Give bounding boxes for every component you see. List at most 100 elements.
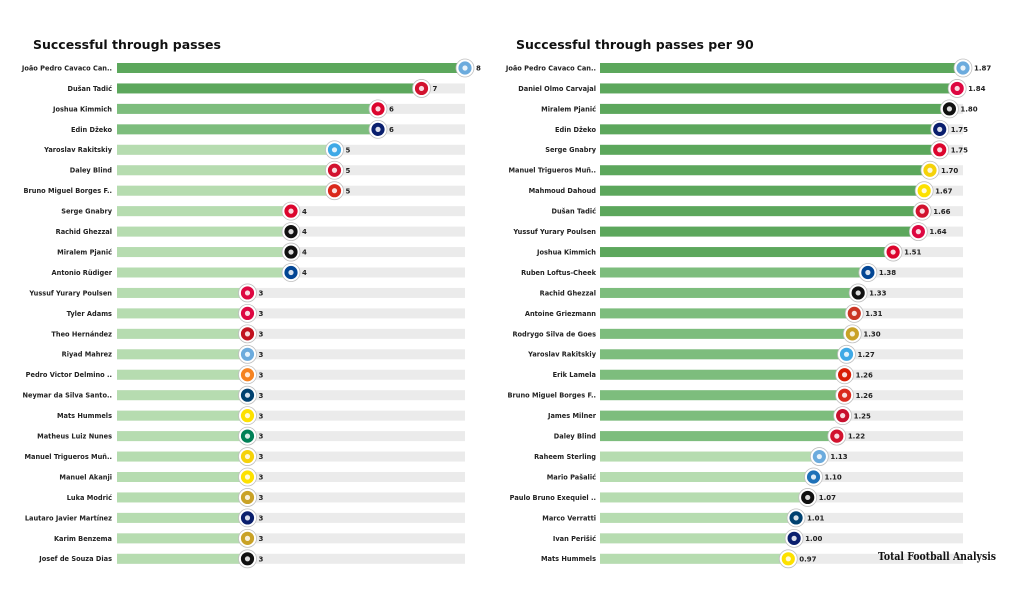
left-bar (117, 287, 248, 298)
brand-watermark: Total Football Analysis (878, 550, 996, 563)
left-bar (117, 63, 465, 73)
right-player-label: Mahmoud Dahoud (529, 187, 597, 195)
left-bar (117, 451, 248, 462)
left-value-label: 3 (259, 433, 264, 441)
right-player-label: James Milner (547, 412, 597, 420)
right-bar (600, 410, 843, 421)
left-bar (117, 512, 248, 523)
left-value-label: 8 (476, 65, 481, 73)
left-value-label: 3 (259, 371, 264, 379)
right-bar (600, 247, 894, 258)
right-value-label: 1.51 (904, 249, 921, 257)
left-value-label: 6 (389, 126, 394, 134)
left-value-label: 3 (259, 515, 264, 523)
left-bar-track (117, 349, 465, 360)
left-value-label: 5 (346, 167, 351, 175)
left-value-label: 3 (259, 392, 264, 400)
right-value-label: 1.25 (854, 412, 871, 420)
left-bar (117, 165, 335, 176)
left-bar (117, 124, 378, 135)
leipzig-badge-icon (947, 79, 967, 98)
right-value-label: 1.84 (968, 85, 985, 93)
right-bar (600, 369, 845, 380)
left-bar (117, 247, 291, 258)
left-player-label: Tyler Adams (67, 310, 112, 318)
right-bar (600, 553, 789, 564)
right-value-label: 1.07 (819, 494, 836, 502)
dortmund-badge-icon (238, 467, 257, 487)
besiktas-badge-icon (281, 242, 301, 262)
right-player-label: João Pedro Cavaco Can.. (505, 64, 596, 72)
man-city-badge-icon (953, 58, 973, 78)
right-player-label: Yaroslav Rakitskiy (527, 351, 597, 359)
right-player-label: Daniel Olmo Carvajal (518, 85, 596, 93)
left-value-label: 3 (259, 555, 264, 563)
right-player-label: Ivan Perišić (553, 535, 596, 543)
left-player-label: Bruno Miguel Borges F.. (23, 187, 112, 195)
sevilla-badge-icon (835, 365, 854, 385)
left-player-label: Matheus Luiz Nunes (37, 433, 112, 441)
right-chart-title: Successful through passes per 90 (516, 37, 754, 52)
left-value-label: 3 (259, 535, 264, 543)
left-player-label: Antonio Rüdiger (52, 269, 113, 277)
bayern-badge-icon (883, 242, 903, 262)
sporting-badge-icon (238, 426, 257, 446)
right-value-label: 1.30 (863, 330, 880, 338)
dortmund-badge-icon (238, 406, 257, 426)
left-player-label: Daley Blind (70, 167, 112, 175)
villarreal-badge-icon (920, 160, 940, 180)
left-player-label: Luka Modrić (67, 494, 112, 502)
right-value-label: 1.80 (960, 106, 977, 114)
left-bar-track (117, 533, 465, 544)
inter-badge-icon (238, 508, 257, 528)
left-player-label: Yaroslav Rakitskiy (43, 146, 113, 154)
dortmund-badge-icon (778, 549, 798, 569)
ajax-badge-icon (827, 426, 847, 446)
right-value-label: 1.66 (933, 208, 950, 216)
left-bar (117, 226, 291, 237)
besiktas-badge-icon (281, 222, 301, 242)
right-player-label: Erik Lamela (553, 371, 596, 379)
left-bar-track (117, 390, 465, 401)
left-bar (117, 349, 248, 360)
right-value-label: 1.64 (929, 228, 946, 236)
right-value-label: 1.10 (825, 474, 842, 482)
left-bar-track (117, 369, 465, 380)
right-bar (600, 206, 923, 217)
left-bar-track (117, 287, 465, 298)
left-bar (117, 144, 335, 155)
left-bar-track (117, 410, 465, 421)
left-player-label: Dušan Tadić (67, 85, 112, 93)
right-bar (600, 451, 820, 462)
right-bar (600, 308, 855, 319)
right-bar (600, 144, 940, 155)
real-madrid-badge-icon (238, 528, 257, 548)
dortmund-badge-icon (914, 181, 934, 201)
bayern-badge-icon (368, 99, 388, 119)
right-bar (600, 512, 797, 523)
left-bar (117, 328, 248, 339)
right-bar (600, 63, 963, 73)
left-bar-track (117, 328, 465, 339)
man-city-badge-icon (238, 344, 257, 364)
left-bar (117, 431, 248, 442)
real-madrid-badge-icon (842, 324, 862, 344)
right-value-label: 1.38 (879, 269, 896, 277)
left-player-label: João Pedro Cavaco Can.. (21, 64, 112, 72)
left-player-label: Josef de Souza Dias (38, 555, 112, 563)
right-player-label: Joshua Kimmich (536, 248, 596, 256)
left-value-label: 7 (433, 85, 438, 93)
left-value-label: 4 (302, 269, 307, 277)
milan-badge-icon (238, 324, 257, 344)
left-bar-track (117, 553, 465, 564)
right-player-label: Edin Džeko (555, 126, 596, 134)
besiktas-badge-icon (940, 99, 959, 119)
left-bar (117, 369, 248, 380)
left-player-label: Manuel Akanji (59, 473, 112, 481)
leipzig-badge-icon (238, 303, 257, 323)
leipzig-badge-icon (238, 283, 257, 303)
right-bar (600, 165, 930, 176)
left-player-label: Miralem Pjanić (57, 248, 112, 256)
psg-badge-icon (238, 385, 257, 405)
